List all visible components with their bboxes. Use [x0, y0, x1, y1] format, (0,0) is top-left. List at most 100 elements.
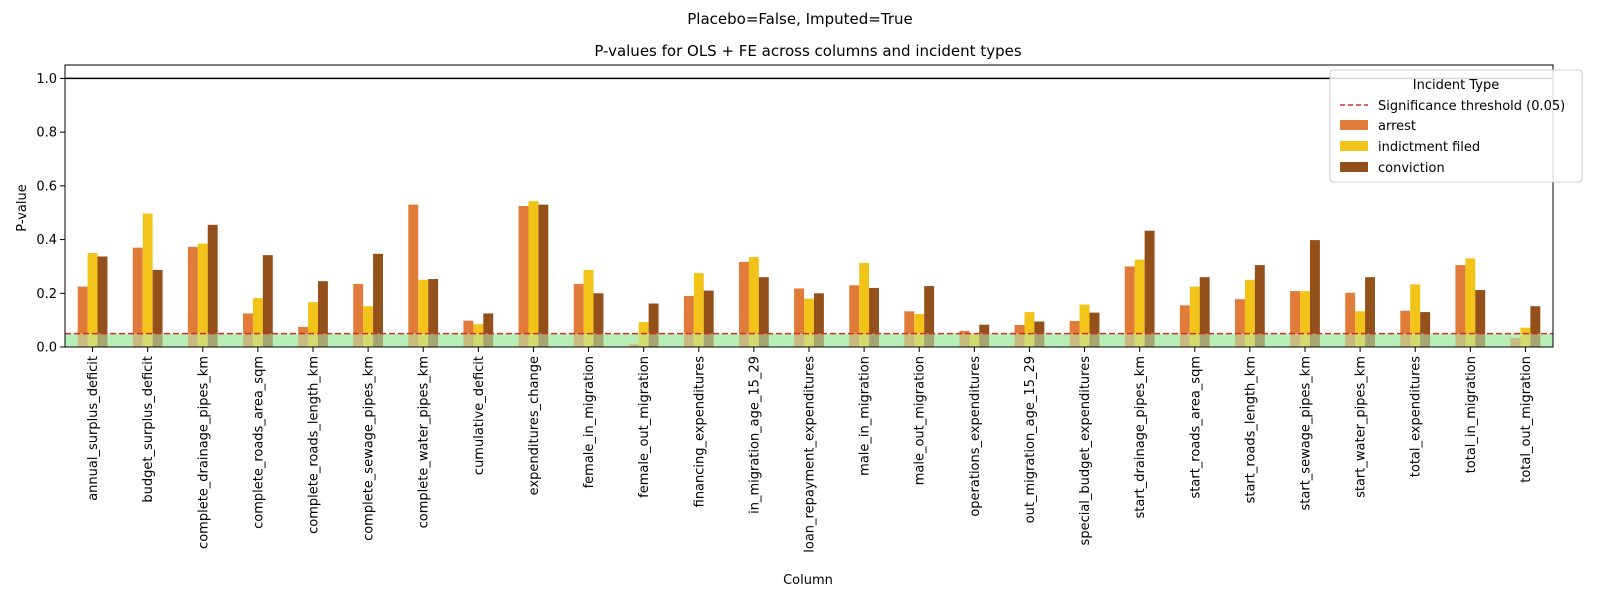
- x-tick-label: loan_repayment_expenditures: [803, 356, 818, 553]
- bar-indictment-filed-expenditures-change: [528, 201, 539, 347]
- legend-swatch-arrest: [1340, 120, 1368, 130]
- y-tick-label: 1.0: [36, 72, 57, 87]
- bar-arrest-in-migration-age-15-29: [739, 261, 749, 347]
- legend-swatch-indictment-filed: [1340, 141, 1368, 151]
- bar-arrest-male-in-migration: [849, 285, 860, 347]
- bar-conviction-start-roads-length-km: [1254, 265, 1265, 347]
- y-axis: 0.0 0.2 0.4 0.6 0.8 1.0: [36, 72, 65, 356]
- bar-arrest-financing-expenditures: [683, 295, 694, 347]
- bar-arrest-complete-drainage-pipes-km: [187, 246, 198, 347]
- x-tick-label: financing_expenditures: [692, 356, 707, 508]
- bar-arrest-complete-roads-area-sqm: [243, 313, 253, 347]
- bar-conviction-start-sewage-pipes-km: [1309, 240, 1320, 347]
- y-axis-label: P-value: [15, 184, 30, 231]
- bar-indictment-filed-loan-repayment-expenditures: [804, 298, 814, 347]
- legend-swatch-conviction: [1340, 162, 1368, 172]
- bar-arrest-male-out-migration: [904, 311, 915, 347]
- bar-arrest-complete-sewage-pipes-km: [353, 283, 364, 347]
- bar-conviction-expenditures-change: [538, 204, 549, 347]
- bars-layer: [77, 201, 1541, 347]
- x-tick-label: start_drainage_pipes_km: [1133, 356, 1148, 519]
- bar-arrest-female-in-migration: [573, 283, 584, 347]
- bar-indictment-filed-start-sewage-pipes-km: [1300, 291, 1310, 347]
- legend-label-arrest: arrest: [1378, 119, 1416, 134]
- bar-conviction-complete-drainage-pipes-km: [207, 224, 218, 347]
- bar-arrest-start-roads-length-km: [1235, 299, 1245, 347]
- bar-arrest-total-expenditures: [1400, 310, 1411, 347]
- bar-indictment-filed-out-migration-age-15-29: [1024, 312, 1035, 347]
- x-tick-label: total_in_migration: [1464, 356, 1479, 473]
- bar-indictment-filed-male-out-migration: [914, 313, 925, 347]
- x-tick-label: complete_water_pipes_km: [417, 356, 432, 528]
- bar-indictment-filed-male-in-migration: [859, 262, 870, 347]
- x-tick-label: cumulative_deficit: [472, 356, 487, 475]
- bar-conviction-annual-surplus-deficit: [97, 256, 108, 347]
- bar-indictment-filed-annual-surplus-deficit: [87, 253, 98, 347]
- overlay-layer: [65, 77, 1553, 347]
- bar-conviction-male-out-migration: [924, 286, 935, 347]
- x-tick-label: total_out_migration: [1519, 356, 1534, 483]
- x-tick-label: start_water_pipes_km: [1354, 356, 1369, 498]
- bar-conviction-total-in-migration: [1475, 290, 1486, 347]
- x-tick-label: start_roads_area_sqm: [1188, 356, 1203, 498]
- x-tick-label: in_migration_age_15_29: [747, 356, 762, 514]
- bar-conviction-total-out-migration: [1530, 306, 1541, 347]
- chart-suptitle: Placebo=False, Imputed=True: [687, 10, 912, 28]
- x-tick-label: operations_expenditures: [968, 356, 983, 517]
- bar-conviction-loan-repayment-expenditures: [813, 293, 824, 347]
- bar-indictment-filed-special-budget-expenditures: [1079, 304, 1090, 347]
- y-tick-label: 0.6: [36, 179, 57, 194]
- x-tick-label: out_migration_age_15_29: [1023, 356, 1038, 523]
- bar-conviction-budget-surplus-deficit: [152, 269, 163, 347]
- y-tick-label: 0.0: [36, 341, 57, 356]
- bar-indictment-filed-female-in-migration: [583, 269, 594, 347]
- bar-conviction-total-expenditures: [1420, 312, 1431, 347]
- bar-conviction-cumulative-deficit: [483, 313, 494, 347]
- bar-conviction-in-migration-age-15-29: [758, 277, 769, 347]
- bar-arrest-loan-repayment-expenditures: [794, 288, 805, 347]
- bar-arrest-complete-water-pipes-km: [408, 204, 419, 347]
- x-tick-label: total_expenditures: [1409, 356, 1424, 477]
- legend-label-indictment-filed: indictment filed: [1378, 140, 1480, 155]
- bar-conviction-start-roads-area-sqm: [1199, 277, 1210, 347]
- x-tick-label: female_in_migration: [582, 356, 597, 488]
- bar-conviction-start-water-pipes-km: [1365, 277, 1375, 347]
- x-tick-label: complete_sewage_pipes_km: [362, 356, 377, 541]
- bar-indictment-filed-total-expenditures: [1410, 284, 1421, 347]
- bar-indictment-filed-in-migration-age-15-29: [748, 257, 759, 347]
- x-tick-label: special_budget_expenditures: [1078, 356, 1093, 546]
- bar-indictment-filed-complete-sewage-pipes-km: [363, 306, 374, 347]
- bar-indictment-filed-complete-drainage-pipes-km: [197, 243, 208, 347]
- y-tick-label: 0.8: [36, 126, 57, 141]
- bar-conviction-financing-expenditures: [703, 290, 714, 347]
- bar-conviction-complete-water-pipes-km: [428, 279, 439, 347]
- bar-indictment-filed-start-water-pipes-km: [1355, 311, 1366, 347]
- bar-indictment-filed-complete-water-pipes-km: [418, 279, 429, 347]
- legend-box: [1329, 69, 1583, 183]
- significance-band-overlay: [65, 333, 1553, 347]
- x-tick-label: expenditures_change: [527, 356, 542, 495]
- x-tick-label: start_sewage_pipes_km: [1299, 356, 1314, 510]
- bar-indictment-filed-financing-expenditures: [693, 273, 704, 347]
- x-tick-label: budget_surplus_deficit: [141, 356, 156, 503]
- bar-arrest-start-roads-area-sqm: [1179, 305, 1190, 347]
- bar-arrest-expenditures-change: [518, 206, 529, 347]
- legend: Incident Type Significance threshold (0.…: [1329, 69, 1583, 183]
- bar-arrest-budget-surplus-deficit: [132, 247, 143, 347]
- bar-conviction-complete-roads-length-km: [317, 281, 328, 347]
- x-tick-label: male_out_migration: [913, 356, 928, 485]
- legend-label-conviction: conviction: [1378, 161, 1445, 176]
- bar-arrest-start-water-pipes-km: [1345, 292, 1356, 347]
- y-tick-label: 0.2: [36, 287, 57, 302]
- x-tick-label: start_roads_length_km: [1243, 356, 1258, 503]
- x-axis-label: Column: [783, 573, 833, 588]
- bar-indictment-filed-start-drainage-pipes-km: [1134, 259, 1145, 347]
- bar-indictment-filed-total-in-migration: [1465, 258, 1476, 347]
- bar-conviction-female-in-migration: [593, 293, 604, 347]
- bar-indictment-filed-start-roads-length-km: [1244, 279, 1255, 347]
- x-axis: annual_surplus_deficit budget_surplus_def…: [86, 347, 1534, 553]
- y-tick-label: 0.4: [36, 233, 57, 248]
- bar-conviction-male-in-migration: [869, 287, 879, 347]
- bar-conviction-complete-sewage-pipes-km: [373, 253, 383, 347]
